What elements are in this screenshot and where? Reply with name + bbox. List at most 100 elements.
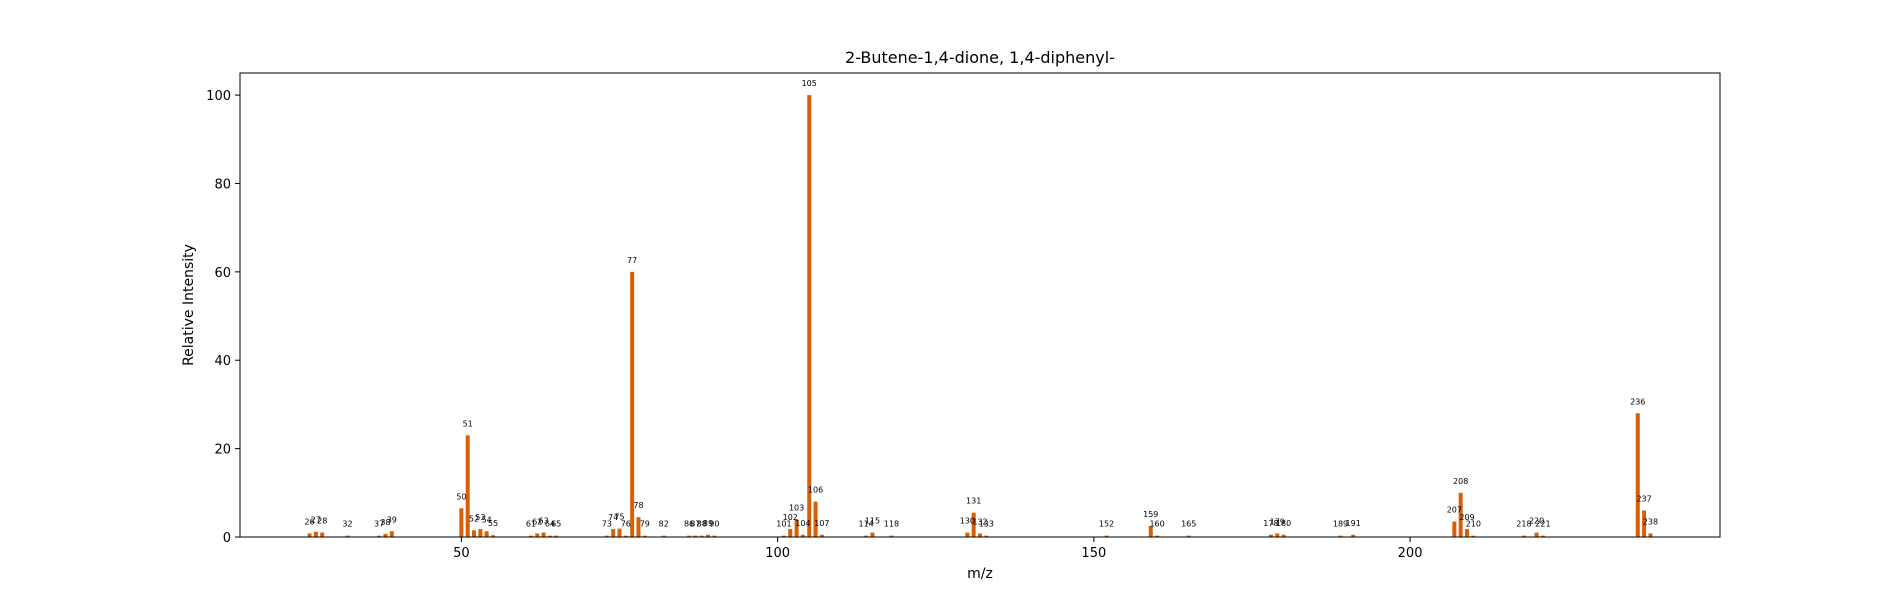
peak-bar	[528, 535, 533, 537]
peak-label: 221	[1535, 520, 1550, 529]
peak-bar	[313, 531, 318, 537]
peak-bar	[1452, 521, 1457, 537]
peak-label: 65	[551, 520, 561, 529]
peak-label: 73	[602, 520, 612, 529]
peak-label: 107	[814, 519, 829, 528]
peak-label: 114	[859, 520, 874, 529]
peak-bar	[636, 517, 641, 537]
peak-label: 159	[1143, 510, 1158, 519]
peak-label: 207	[1447, 506, 1462, 515]
peak-bar	[1521, 535, 1526, 537]
peak-bar	[978, 533, 982, 537]
peak-bar	[478, 529, 483, 537]
peak-bar	[1540, 535, 1545, 537]
peak-bar	[687, 535, 692, 537]
peak-label: 82	[659, 520, 669, 529]
peak-label: 106	[808, 486, 823, 495]
peak-label: 179	[1270, 517, 1285, 526]
peak-label: 130	[960, 517, 975, 526]
peak-label: 160	[1149, 520, 1164, 529]
peak-bar	[541, 532, 546, 537]
peak-label: 61	[526, 520, 536, 529]
peak-bar	[1338, 535, 1343, 537]
bars-group	[307, 95, 1653, 537]
peak-label: 118	[884, 520, 899, 529]
peak-label: 236	[1630, 397, 1645, 406]
y-tick-label: 40	[214, 354, 231, 369]
peak-label: 77	[627, 256, 637, 265]
peak-bar	[1186, 535, 1191, 537]
y-tick-label: 80	[214, 177, 231, 192]
y-axis-label: Relative Intensity	[181, 244, 197, 366]
peak-label: 78	[633, 501, 643, 510]
peak-bar	[554, 535, 559, 537]
peak-label: 132	[972, 517, 987, 526]
peak-bar	[800, 534, 805, 537]
peak-bar	[490, 535, 495, 537]
peak-label: 76	[621, 520, 631, 529]
y-tick-label: 60	[214, 266, 231, 281]
peak-bar	[320, 532, 325, 537]
plot-frame	[239, 72, 1721, 538]
peak-bar	[1148, 525, 1153, 537]
peak-label: 133	[979, 520, 994, 529]
peak-bar	[693, 535, 698, 537]
peak-bar	[1648, 533, 1653, 537]
peak-label: 75	[614, 513, 624, 522]
peak-label: 79	[640, 520, 650, 529]
peak-label: 32	[342, 520, 352, 529]
peak-label: 87	[690, 520, 700, 529]
peak-label: 220	[1529, 517, 1544, 526]
peak-label: 89	[703, 519, 713, 528]
peak-label: 102	[783, 513, 798, 522]
peak-bar	[377, 535, 382, 537]
peak-label: 53	[475, 513, 485, 522]
x-tick-label: 50	[453, 546, 470, 561]
peak-bar	[971, 512, 976, 537]
peak-label: 37	[374, 520, 384, 529]
peak-label: 52	[469, 514, 479, 523]
peak-bar	[819, 534, 824, 537]
peak-label: 64	[545, 520, 555, 529]
peak-label: 180	[1276, 519, 1291, 528]
peak-label: 88	[697, 520, 707, 529]
peak-bar	[864, 535, 869, 537]
peak-bar	[889, 535, 894, 537]
peak-bar	[642, 535, 647, 537]
peak-bar	[604, 535, 609, 537]
peak-label: 178	[1263, 519, 1278, 528]
peak-bar	[383, 533, 388, 537]
peak-bar	[706, 534, 711, 537]
peak-bar	[788, 529, 793, 537]
peak-bar	[794, 519, 799, 537]
chart-title: 2-Butene-1,4-dione, 1,4-diphenyl-	[845, 48, 1115, 67]
peak-bar	[661, 535, 666, 537]
y-axis-ticks: 0 20 40 60 80 100	[206, 89, 240, 546]
peak-label: 26	[304, 517, 314, 526]
peak-label: 218	[1516, 520, 1531, 529]
peak-bar	[1642, 510, 1647, 537]
peak-label: 54	[482, 515, 492, 524]
peak-bar	[965, 532, 970, 537]
peak-bar	[307, 533, 312, 537]
peak-label: 63	[538, 517, 548, 526]
peak-label: 51	[463, 419, 473, 428]
peak-bar	[984, 535, 989, 537]
peak-label: 103	[789, 503, 804, 512]
y-tick-label: 20	[214, 443, 231, 458]
peak-label: 39	[387, 515, 397, 524]
peak-bar	[1471, 535, 1476, 537]
x-tick-label: 150	[1081, 546, 1106, 561]
peak-bar	[465, 435, 470, 537]
peak-label: 104	[795, 519, 810, 528]
y-tick-label: 0	[223, 531, 231, 546]
peak-bar	[630, 271, 635, 537]
peak-label: 38	[380, 518, 390, 527]
peak-label: 191	[1346, 519, 1361, 528]
peak-bar	[389, 531, 394, 537]
peak-bar	[1155, 535, 1160, 537]
x-axis-label: m/z	[967, 566, 993, 582]
peak-label: 209	[1459, 513, 1474, 522]
